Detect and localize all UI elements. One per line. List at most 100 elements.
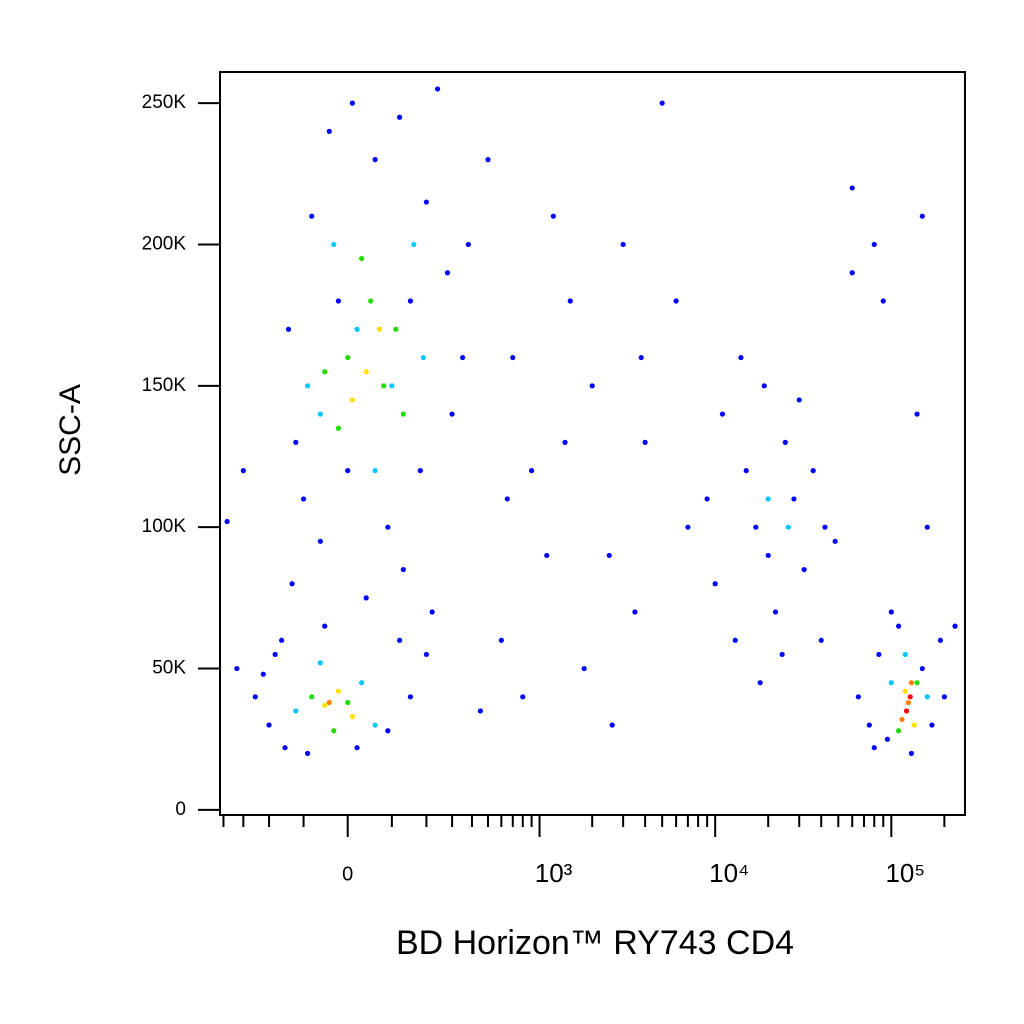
data-point xyxy=(434,86,441,92)
data-point xyxy=(252,694,258,700)
data-point xyxy=(400,566,406,573)
y-tick-label: 250K xyxy=(142,92,187,113)
data-point xyxy=(345,468,351,474)
data-point xyxy=(822,524,828,530)
data-point xyxy=(389,383,395,389)
data-point xyxy=(791,496,797,502)
data-point xyxy=(305,750,311,756)
data-point xyxy=(300,496,307,502)
data-point xyxy=(896,623,902,629)
data-point xyxy=(407,694,414,700)
data-point xyxy=(498,637,504,643)
x-tick-label: 0 xyxy=(342,863,353,885)
data-point xyxy=(866,722,872,728)
data-point xyxy=(331,241,337,248)
data-point xyxy=(896,728,902,734)
data-point xyxy=(899,716,905,723)
data-point xyxy=(738,354,744,361)
data-point xyxy=(924,524,930,530)
data-point xyxy=(914,411,920,417)
data-point xyxy=(385,728,391,734)
data-point xyxy=(345,699,351,706)
data-point xyxy=(642,439,648,445)
data-point xyxy=(782,439,788,445)
data-point xyxy=(354,326,360,332)
data-point xyxy=(285,326,292,332)
data-point xyxy=(376,326,383,332)
data-point xyxy=(385,524,391,530)
data-point xyxy=(685,524,691,530)
plot-frame xyxy=(219,71,966,816)
data-point xyxy=(354,745,360,751)
data-point xyxy=(884,736,890,742)
data-point xyxy=(397,114,403,120)
data-point xyxy=(224,518,230,525)
data-point xyxy=(937,637,944,643)
data-point xyxy=(589,383,595,389)
data-point xyxy=(368,298,374,304)
data-point xyxy=(609,722,615,728)
y-tick-label: 200K xyxy=(142,233,187,254)
data-point xyxy=(349,714,355,720)
data-point xyxy=(293,439,299,445)
data-point xyxy=(322,623,328,629)
data-point xyxy=(417,468,423,474)
data-point xyxy=(349,100,355,106)
data-point xyxy=(911,722,917,728)
y-axis-label: SSC-A xyxy=(54,384,87,476)
data-point xyxy=(772,609,779,615)
data-point xyxy=(279,637,285,643)
data-point xyxy=(849,185,855,191)
data-point xyxy=(266,722,272,728)
data-point xyxy=(372,157,378,163)
data-point xyxy=(876,651,882,658)
data-point xyxy=(335,425,342,431)
data-point xyxy=(620,241,626,248)
data-point xyxy=(753,524,759,530)
data-point xyxy=(908,680,914,686)
data-point xyxy=(659,100,665,106)
data-point xyxy=(796,397,802,403)
data-point xyxy=(567,298,573,304)
data-point xyxy=(606,552,612,559)
data-point xyxy=(632,609,638,615)
data-point xyxy=(785,524,791,530)
data-point xyxy=(407,298,414,304)
data-point xyxy=(381,383,387,389)
data-point xyxy=(363,369,369,375)
x-tick-label: 10⁴ xyxy=(709,858,749,888)
data-point xyxy=(907,694,913,700)
data-point xyxy=(908,750,914,756)
data-point xyxy=(761,383,767,389)
data-point xyxy=(322,702,328,708)
data-point xyxy=(818,637,824,643)
data-point xyxy=(924,694,930,700)
data-point xyxy=(757,680,763,686)
x-tick-label: 10⁵ xyxy=(885,858,925,888)
data-point xyxy=(529,468,535,474)
data-point xyxy=(902,651,908,658)
data-point xyxy=(732,637,738,643)
data-point xyxy=(712,581,718,587)
data-point xyxy=(855,694,861,700)
data-point xyxy=(765,496,771,502)
y-tick-label: 100K xyxy=(142,516,187,537)
data-point xyxy=(581,665,587,672)
y-tick-label: 150K xyxy=(142,375,187,396)
plot-area xyxy=(220,72,965,815)
data-point xyxy=(272,651,278,658)
data-point xyxy=(520,694,526,700)
data-point xyxy=(510,354,516,361)
data-point xyxy=(743,468,749,474)
data-point xyxy=(331,728,337,734)
data-point xyxy=(372,722,378,728)
data-point xyxy=(871,241,877,248)
data-point xyxy=(919,665,925,672)
data-point xyxy=(345,354,351,361)
data-point xyxy=(849,270,855,276)
data-point xyxy=(309,694,315,700)
data-point xyxy=(460,354,466,361)
data-point xyxy=(363,595,369,601)
data-point xyxy=(397,637,403,643)
